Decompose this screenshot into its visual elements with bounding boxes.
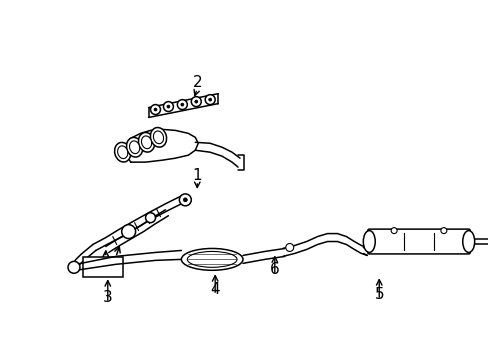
Circle shape (145, 213, 155, 223)
Circle shape (154, 108, 157, 111)
Circle shape (191, 96, 201, 107)
Circle shape (440, 228, 446, 234)
Ellipse shape (462, 231, 474, 252)
Circle shape (208, 98, 211, 101)
Circle shape (68, 261, 80, 273)
Circle shape (390, 228, 396, 234)
Ellipse shape (138, 132, 154, 152)
Ellipse shape (187, 251, 237, 267)
Bar (83, 257, 122, 277)
Ellipse shape (363, 231, 374, 252)
Circle shape (177, 100, 187, 109)
Text: 5: 5 (374, 287, 383, 302)
FancyBboxPatch shape (367, 229, 469, 254)
Ellipse shape (181, 248, 243, 270)
Ellipse shape (129, 141, 140, 154)
Circle shape (163, 102, 173, 112)
Circle shape (150, 105, 160, 114)
Text: 3: 3 (102, 289, 112, 305)
Ellipse shape (118, 146, 127, 158)
Circle shape (194, 100, 197, 103)
Circle shape (285, 243, 293, 251)
Text: 2: 2 (192, 75, 202, 90)
Ellipse shape (141, 136, 151, 149)
Circle shape (179, 194, 191, 206)
Circle shape (122, 225, 135, 239)
Circle shape (166, 105, 169, 108)
Circle shape (205, 95, 215, 105)
Ellipse shape (114, 143, 130, 162)
Text: 6: 6 (269, 262, 279, 277)
Text: 1: 1 (192, 167, 202, 183)
Ellipse shape (126, 138, 142, 157)
Circle shape (181, 103, 183, 106)
Text: 4: 4 (210, 282, 220, 297)
Ellipse shape (150, 127, 166, 147)
Circle shape (183, 198, 187, 202)
Ellipse shape (153, 131, 163, 144)
